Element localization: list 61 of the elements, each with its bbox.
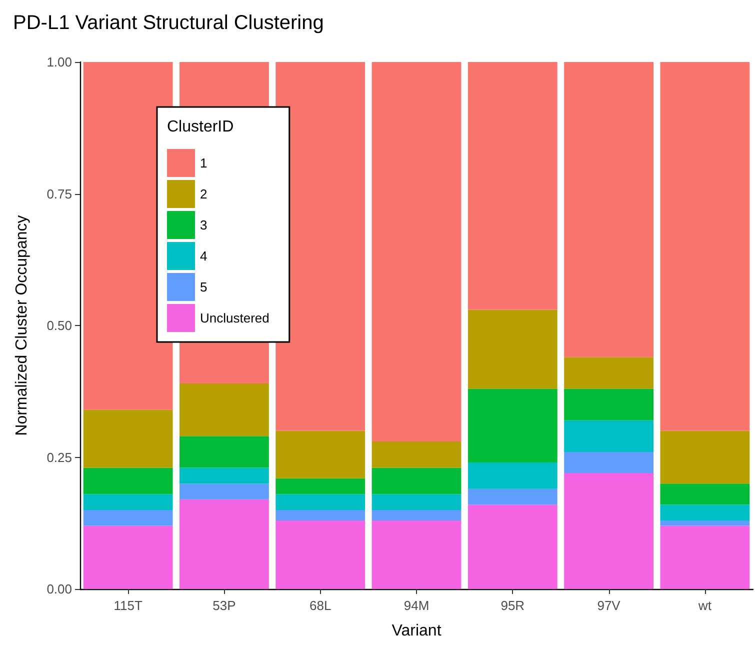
bar <box>83 526 173 589</box>
bar <box>468 462 558 489</box>
legend-label: 3 <box>200 218 208 232</box>
y-tick-label: 0.50 <box>46 318 72 333</box>
bar <box>564 62 654 358</box>
y-tick-label: 0.25 <box>46 450 72 465</box>
y-axis-title: Normalized Cluster Occupancy <box>14 215 30 436</box>
bar <box>83 510 173 526</box>
x-tick-label: wt <box>697 598 712 613</box>
bar <box>276 478 366 494</box>
bar <box>660 62 750 431</box>
bar <box>468 504 558 589</box>
bar <box>564 452 654 474</box>
bar <box>83 410 173 468</box>
bar <box>660 484 750 505</box>
bar <box>660 504 750 520</box>
bar <box>564 473 654 589</box>
bar <box>180 484 269 500</box>
bar <box>180 468 269 484</box>
legend-title: ClusterID <box>167 118 234 136</box>
bar <box>180 499 269 589</box>
chart-title: PD-L1 Variant Structural Clustering <box>13 12 324 34</box>
bar <box>372 520 462 589</box>
bar <box>660 526 750 589</box>
legend-label: 5 <box>200 280 208 294</box>
y-tick-label: 0.75 <box>46 186 72 202</box>
x-tick-label: 97V <box>597 598 621 613</box>
bar <box>180 436 269 468</box>
bar <box>660 520 750 526</box>
x-tick-label: 95R <box>500 598 525 613</box>
bar <box>564 357 654 389</box>
bar <box>468 62 558 310</box>
bar <box>468 488 558 505</box>
legend-label: Unclustered <box>200 310 270 326</box>
bar <box>468 310 558 389</box>
x-axis-title: Variant <box>392 622 442 640</box>
bar <box>372 441 462 468</box>
bar <box>372 510 462 520</box>
bar <box>660 430 750 484</box>
bar <box>564 420 654 452</box>
legend-label: 4 <box>200 248 208 264</box>
y-tick-label: 0.00 <box>46 582 72 596</box>
bar <box>372 62 462 442</box>
x-tick-label: 94M <box>404 598 430 613</box>
bar <box>468 388 558 463</box>
bar <box>276 520 366 589</box>
bar <box>276 494 366 510</box>
x-tick-label: 68L <box>310 598 332 613</box>
legend-label: 2 <box>200 186 208 202</box>
bar <box>180 383 269 436</box>
bar <box>372 494 462 510</box>
x-tick-label: 53P <box>212 598 236 613</box>
bar <box>83 494 173 510</box>
bar <box>564 388 654 420</box>
x-tick-label: 115T <box>114 598 142 613</box>
y-tick-label: 1.00 <box>46 54 72 70</box>
bar <box>372 468 462 494</box>
legend-label: 1 <box>200 156 208 170</box>
bar <box>276 430 366 478</box>
bar <box>276 510 366 520</box>
bar <box>83 468 173 494</box>
